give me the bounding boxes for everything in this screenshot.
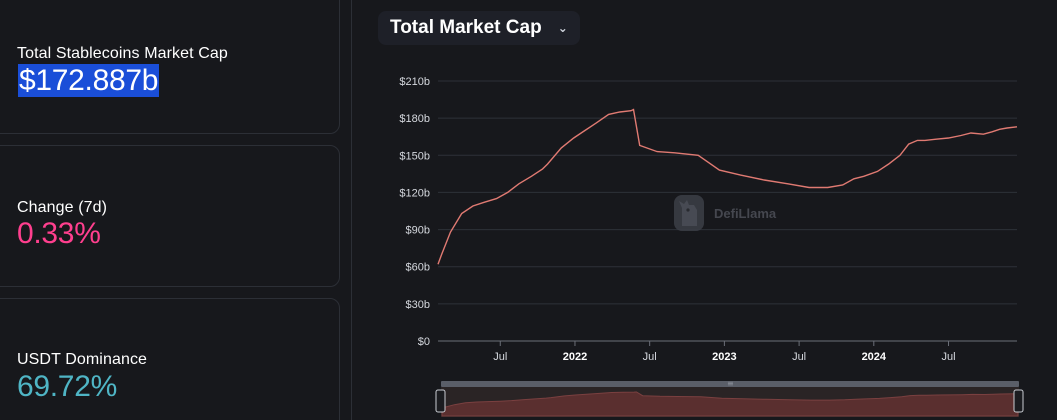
range-slider-mini-chart: [441, 391, 1019, 417]
y-tick-label: $30b: [406, 299, 430, 311]
x-axis: Jul 2022 Jul 2023 Jul 2024 Jul: [438, 340, 1017, 363]
y-tick-label: $90b: [406, 225, 430, 237]
change-7d-card: Change (7d) 0.33%: [0, 145, 340, 287]
y-axis: $0 $30b $60b $90b $120b $150b $180b $210b: [399, 76, 430, 348]
change-7d-label: Change (7d): [17, 199, 108, 216]
x-tick-label: Jul: [643, 351, 657, 363]
x-tick-label: Jul: [792, 351, 806, 363]
watermark-text: DefiLlama: [714, 206, 777, 221]
chart-type-selector[interactable]: Total Market Cap ⌄: [378, 11, 580, 45]
y-tick-label: $150b: [399, 150, 430, 162]
y-tick-label: $60b: [406, 262, 430, 274]
chevron-down-icon: ⌄: [557, 21, 568, 35]
usdt-dominance-label: USDT Dominance: [17, 351, 148, 368]
range-slider-left-handle[interactable]: [435, 389, 446, 413]
y-tick-label: $180b: [399, 113, 430, 125]
y-tick-label: $0: [418, 336, 430, 348]
x-tick-label: Jul: [493, 351, 507, 363]
x-tick-label: 2024: [862, 351, 887, 363]
usdt-dominance-value: 69.72%: [17, 370, 117, 403]
market-cap-card: Total Stablecoins Market Cap $172.887b: [0, 0, 340, 134]
change-7d-value: 0.33%: [17, 217, 101, 250]
y-tick-label: $210b: [399, 76, 430, 88]
x-tick-label: 2022: [563, 351, 587, 363]
range-slider[interactable]: ≡: [435, 379, 1024, 417]
market-cap-label: Total Stablecoins Market Cap: [17, 45, 228, 62]
market-cap-value-text[interactable]: $172.887b: [18, 64, 160, 97]
market-cap-series-line[interactable]: [437, 108, 1018, 265]
chart-type-label: Total Market Cap: [390, 17, 542, 38]
x-tick-label: Jul: [941, 351, 955, 363]
x-tick-label: 2023: [712, 351, 736, 363]
usdt-dominance-card: USDT Dominance 69.72%: [0, 298, 340, 420]
slider-grip-icon[interactable]: ≡: [727, 379, 734, 388]
range-slider-top-bar[interactable]: [441, 381, 1019, 387]
y-tick-label: $120b: [399, 187, 430, 199]
watermark: DefiLlama: [674, 195, 777, 231]
llama-icon: [674, 195, 704, 231]
market-cap-value[interactable]: $172.887b: [17, 63, 160, 99]
range-slider-right-handle[interactable]: [1013, 389, 1024, 413]
